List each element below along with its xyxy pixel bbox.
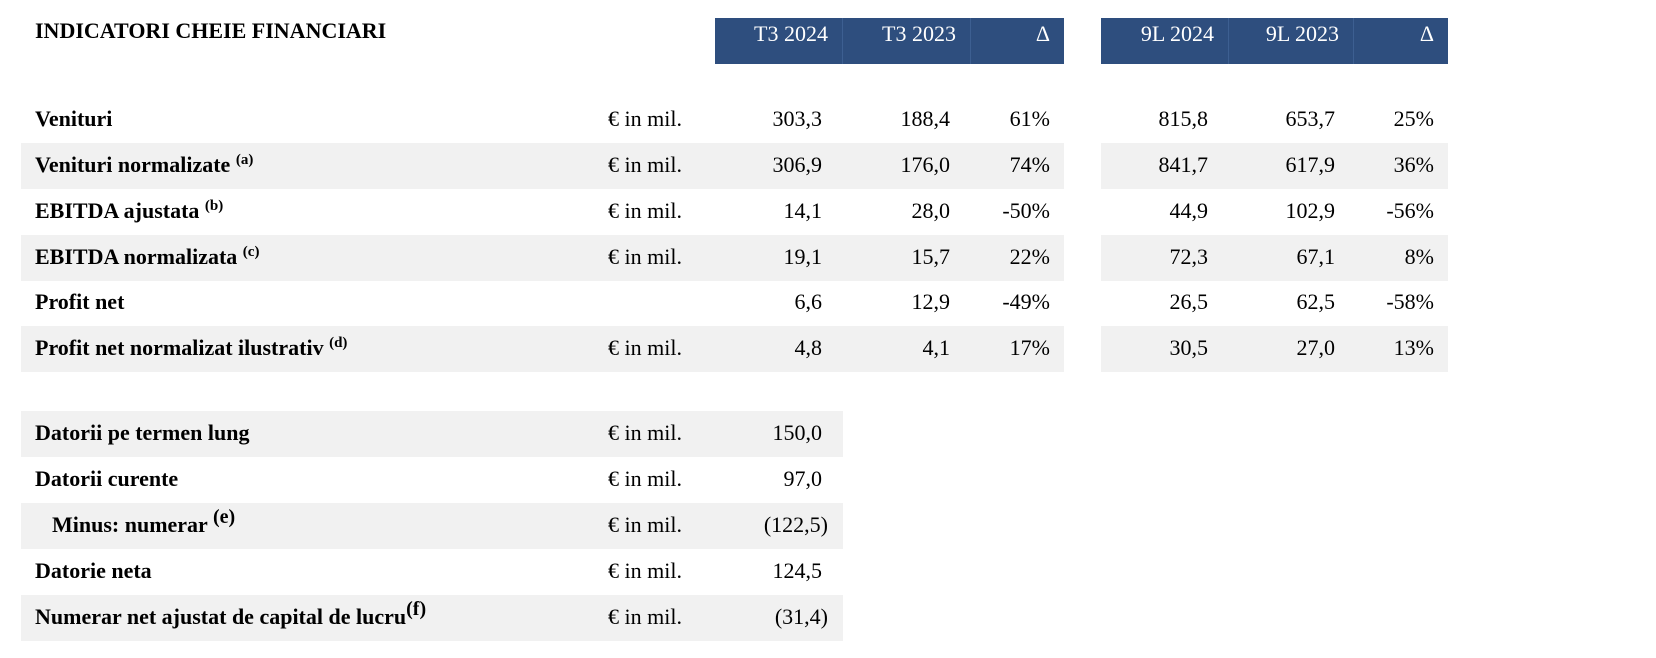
row-band <box>21 235 1064 281</box>
unit-label: € in mil. <box>608 420 682 445</box>
debt-label: Numerar net ajustat de capital de lucru(… <box>35 594 426 640</box>
header-9l-2024: 9L 2024 <box>1101 18 1229 64</box>
value-9l-2024: 44,9 <box>1169 198 1209 223</box>
header-quarter-delta: Δ <box>971 18 1064 64</box>
unit-label: € in mil. <box>608 335 682 360</box>
footnote-marker: (a) <box>235 152 254 168</box>
debt-name: Datorie neta <box>35 558 152 583</box>
unit-label: € in mil. <box>608 512 682 537</box>
indicator-label: Profit net <box>35 279 124 325</box>
footnote-marker: (d) <box>329 335 348 351</box>
value-quarter-delta: 74% <box>1009 152 1050 177</box>
indicator-name: Profit net normalizat ilustrativ <box>35 335 330 360</box>
value-9l-2023: 102,9 <box>1285 198 1336 223</box>
indicator-name: Venituri normalizate <box>35 152 236 177</box>
value-t3-2023: 15,7 <box>911 244 951 269</box>
indicator-name: EBITDA ajustata <box>35 198 205 223</box>
value-9l-2024: 26,5 <box>1169 289 1209 314</box>
unit-label: € in mil. <box>608 152 682 177</box>
indicator-label: Profit net normalizat ilustrativ (d) <box>35 325 347 371</box>
value-t3-2023: 12,9 <box>911 289 951 314</box>
header-t3-2024: T3 2024 <box>715 18 843 64</box>
debt-name: Datorii curente <box>35 466 179 491</box>
value-9l-2024: 30,5 <box>1169 335 1209 360</box>
value-9l-2023: 617,9 <box>1285 152 1336 177</box>
row-band <box>1101 235 1448 281</box>
header-ytd-delta: Δ <box>1354 18 1448 64</box>
value-9l-2023: 653,7 <box>1285 106 1336 131</box>
indicator-name: Profit net <box>35 289 125 314</box>
value-9l-2023: 67,1 <box>1296 244 1336 269</box>
debt-value: (31,4) <box>774 604 828 629</box>
row-band <box>1101 143 1448 189</box>
value-t3-2023: 188,4 <box>900 106 951 131</box>
debt-value: 124,5 <box>772 558 823 583</box>
indicator-label: EBITDA ajustata (b) <box>35 188 223 234</box>
debt-value: (122,5) <box>763 512 828 537</box>
value-t3-2024: 6,6 <box>794 289 823 314</box>
indicator-name: EBITDA normalizata <box>35 244 243 269</box>
indicator-label: Venituri <box>35 96 112 142</box>
indicator-label: Venituri normalizate (a) <box>35 142 253 188</box>
value-9l-2024: 841,7 <box>1158 152 1209 177</box>
value-t3-2024: 306,9 <box>772 152 823 177</box>
row-band <box>21 326 1064 372</box>
debt-value: 97,0 <box>783 466 823 491</box>
header-9l-2023: 9L 2023 <box>1229 18 1354 64</box>
value-quarter-delta: -49% <box>1002 289 1050 314</box>
value-t3-2023: 28,0 <box>911 198 951 223</box>
page-title: INDICATORI CHEIE FINANCIARI <box>35 18 387 43</box>
debt-label: Minus: numerar (e) <box>35 502 235 548</box>
value-ytd-delta: -56% <box>1386 198 1434 223</box>
debt-label: Datorie neta <box>35 548 152 594</box>
value-t3-2024: 303,3 <box>772 106 823 131</box>
debt-name: Minus: numerar <box>52 512 213 537</box>
row-band <box>1101 326 1448 372</box>
value-ytd-delta: 8% <box>1404 244 1434 269</box>
value-9l-2023: 27,0 <box>1296 335 1336 360</box>
unit-label: € in mil. <box>608 604 682 629</box>
row-band <box>21 411 843 457</box>
value-t3-2024: 14,1 <box>783 198 823 223</box>
value-t3-2023: 4,1 <box>922 335 951 360</box>
footnote-marker: (e) <box>212 506 236 528</box>
value-quarter-delta: -50% <box>1002 198 1050 223</box>
footnote-marker: (f) <box>406 598 427 620</box>
header-t3-2023: T3 2023 <box>843 18 971 64</box>
value-t3-2024: 19,1 <box>783 244 823 269</box>
footnote-marker: (b) <box>204 198 224 214</box>
debt-label: Datorii curente <box>35 456 178 502</box>
value-9l-2023: 62,5 <box>1296 289 1336 314</box>
value-quarter-delta: 61% <box>1009 106 1050 131</box>
value-quarter-delta: 22% <box>1009 244 1050 269</box>
unit-label: € in mil. <box>608 106 682 131</box>
value-ytd-delta: 25% <box>1393 106 1434 131</box>
debt-name: Datorii pe termen lung <box>35 420 250 445</box>
row-band <box>21 143 1064 189</box>
value-9l-2024: 815,8 <box>1158 106 1209 131</box>
value-quarter-delta: 17% <box>1009 335 1050 360</box>
value-ytd-delta: 13% <box>1393 335 1434 360</box>
value-9l-2024: 72,3 <box>1169 244 1209 269</box>
debt-value: 150,0 <box>772 420 823 445</box>
row-band <box>21 503 843 549</box>
value-t3-2023: 176,0 <box>900 152 951 177</box>
value-ytd-delta: 36% <box>1393 152 1434 177</box>
indicator-label: EBITDA normalizata (c) <box>35 234 259 280</box>
indicator-name: Venituri <box>35 106 113 131</box>
value-ytd-delta: -58% <box>1386 289 1434 314</box>
unit-label: € in mil. <box>608 558 682 583</box>
value-t3-2024: 4,8 <box>794 335 823 360</box>
unit-label: € in mil. <box>608 466 682 491</box>
debt-label: Datorii pe termen lung <box>35 410 249 456</box>
unit-label: € in mil. <box>608 244 682 269</box>
footnote-marker: (c) <box>242 244 260 260</box>
row-band <box>21 595 843 641</box>
unit-label: € in mil. <box>608 198 682 223</box>
debt-name: Numerar net ajustat de capital de lucru <box>35 604 407 629</box>
